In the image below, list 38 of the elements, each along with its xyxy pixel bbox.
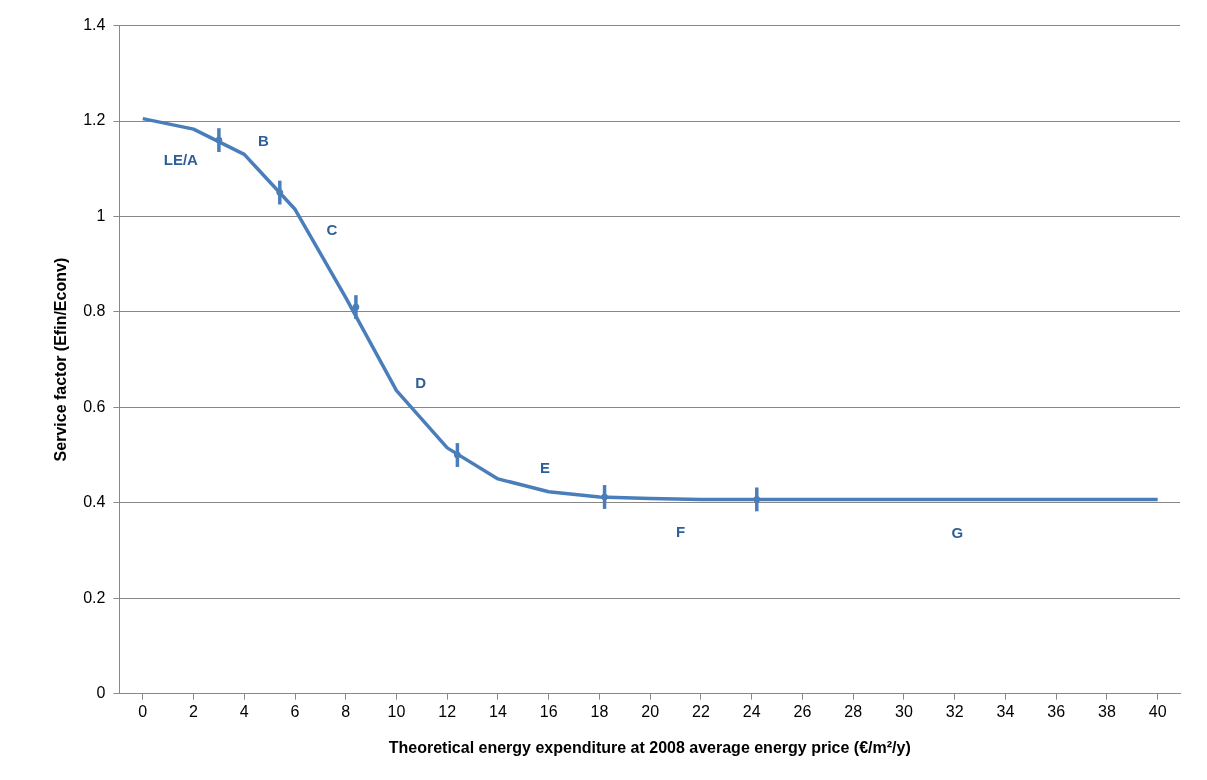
x-tick-label: 14 bbox=[489, 702, 507, 720]
x-tick-label: 32 bbox=[945, 702, 964, 720]
x-tick-label: 38 bbox=[1098, 702, 1116, 720]
x-tick-label: 8 bbox=[341, 702, 351, 720]
y-tick-label: 0.4 bbox=[83, 493, 106, 511]
x-tick-label: 36 bbox=[1047, 702, 1066, 720]
x-tick-label: 30 bbox=[895, 702, 913, 720]
annotation: C bbox=[326, 221, 338, 239]
x-tick-label: 40 bbox=[1148, 702, 1167, 720]
annotation: G bbox=[951, 523, 964, 541]
x-tick-label: 10 bbox=[387, 702, 406, 720]
annotation: E bbox=[539, 459, 550, 477]
y-tick-label: 0 bbox=[96, 684, 106, 702]
x-tick-label: 4 bbox=[239, 702, 249, 720]
y-tick-label: 0.8 bbox=[83, 302, 106, 320]
x-axis-title: Theoretical energy expenditure at 2008 average energy price (€/m²/y) bbox=[388, 738, 911, 756]
y-tick-label: 0.2 bbox=[83, 588, 106, 606]
x-tick-label: 18 bbox=[590, 702, 609, 720]
y-tick-label: 1.4 bbox=[83, 16, 106, 34]
y-tick-label: 0.6 bbox=[83, 397, 106, 415]
x-tick-label: 16 bbox=[539, 702, 558, 720]
x-tick-label: 28 bbox=[844, 702, 863, 720]
annotation: D bbox=[415, 374, 427, 392]
x-tick-label: 34 bbox=[996, 702, 1015, 720]
x-tick-label: 20 bbox=[641, 702, 660, 720]
x-tick-label: 0 bbox=[138, 702, 148, 720]
x-tick-label: 24 bbox=[742, 702, 761, 720]
y-axis-title: Service factor (Efin/Econv) bbox=[52, 257, 70, 462]
x-tick-label: 12 bbox=[438, 702, 457, 720]
x-tick-label: 2 bbox=[189, 702, 199, 720]
y-tick-label: 1 bbox=[96, 206, 106, 224]
y-tick-label: 1.2 bbox=[83, 111, 106, 129]
annotation: B bbox=[257, 132, 269, 150]
annotation: LE/A bbox=[163, 150, 199, 168]
x-tick-label: 6 bbox=[290, 702, 300, 720]
x-tick-label: 26 bbox=[793, 702, 812, 720]
x-tick-label: 22 bbox=[692, 702, 710, 720]
annotation: F bbox=[676, 523, 686, 541]
